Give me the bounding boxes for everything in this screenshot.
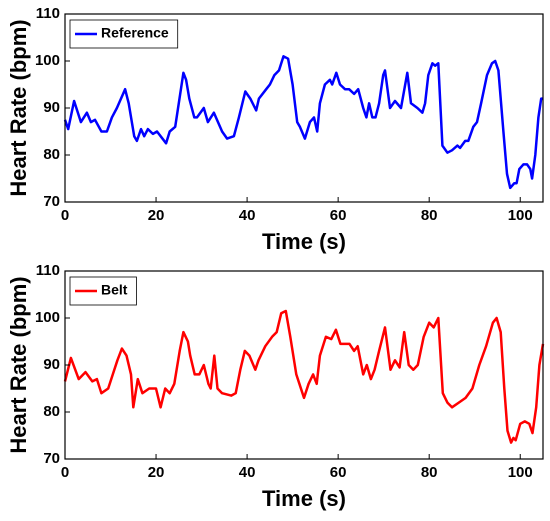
subplot: 0 20 40 60 80 100 70 80 90 100 110 Time (s) Heart Ra… — [6, 5, 544, 254]
y-tick-label: 110 — [36, 262, 60, 279]
x-tick-label: 80 — [421, 207, 438, 224]
x-tick-label: 60 — [330, 207, 347, 224]
legend: Reference — [69, 19, 179, 49]
y-axis-label: Heart Rate (bpm) — [6, 276, 31, 453]
x-axis-label: Time (s) — [262, 486, 346, 511]
y-tick-label: 90 — [43, 356, 60, 373]
y-tick-label: 90 — [43, 99, 60, 116]
x-tick-label: 80 — [421, 464, 438, 481]
x-tick-label: 0 — [61, 464, 69, 481]
y-axis-label: Heart Rate (bpm) — [6, 19, 31, 196]
data-line — [63, 55, 543, 190]
x-tick-label: 100 — [508, 464, 533, 481]
data-line — [63, 309, 545, 444]
x-tick-label: 100 — [508, 207, 533, 224]
x-tick-label: 20 — [148, 464, 165, 481]
x-tick-label: 0 — [61, 207, 69, 224]
y-tick-label: 80 — [43, 146, 60, 163]
y-tick-label: 100 — [35, 52, 60, 69]
subplot: 0 20 40 60 80 100 70 80 90 100 110 Time (s) Heart Ra… — [6, 262, 545, 511]
x-tick-label: 40 — [239, 464, 256, 481]
legend: Belt — [69, 276, 137, 306]
y-tick-label: 80 — [43, 403, 60, 420]
x-tick-label: 40 — [239, 207, 256, 224]
x-tick-label: 60 — [330, 464, 347, 481]
legend-label: Reference — [101, 25, 169, 41]
y-tick-label: 110 — [36, 5, 60, 22]
x-tick-label: 20 — [148, 207, 165, 224]
y-tick-label: 70 — [43, 193, 60, 210]
x-axis-label: Time (s) — [262, 229, 346, 254]
y-tick-label: 100 — [35, 309, 60, 326]
y-tick-label: 70 — [43, 450, 60, 467]
legend-label: Belt — [101, 282, 128, 298]
